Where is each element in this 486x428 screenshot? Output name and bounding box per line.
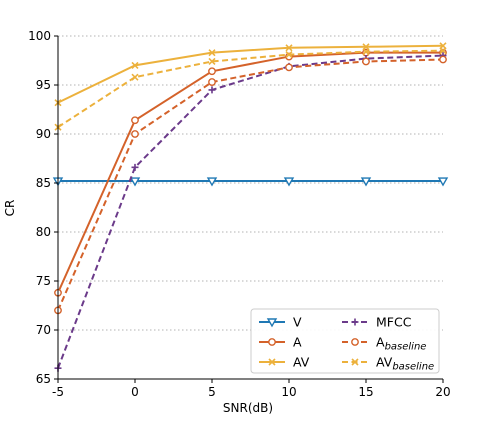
series-point-2 bbox=[131, 61, 139, 69]
y-tick-label: 95 bbox=[36, 78, 51, 92]
legend-label: MFCC bbox=[376, 315, 412, 330]
legend-label: A bbox=[293, 335, 302, 350]
series-point-4 bbox=[208, 78, 216, 86]
series-line-5 bbox=[57, 49, 444, 128]
series-point-2 bbox=[208, 49, 216, 57]
x-tick-label: 15 bbox=[358, 385, 373, 399]
series-point-3 bbox=[131, 163, 139, 171]
series-point-5 bbox=[285, 51, 293, 59]
series-line-2 bbox=[57, 44, 444, 104]
series-point-4 bbox=[131, 130, 139, 138]
legend-marker bbox=[351, 318, 359, 326]
series-point-4 bbox=[362, 57, 370, 66]
series-point-0 bbox=[283, 177, 295, 187]
series-point-2 bbox=[285, 44, 293, 52]
legend-label: Abaseline bbox=[376, 335, 426, 353]
series-point-5 bbox=[208, 57, 216, 66]
legend-label: AV bbox=[293, 355, 310, 370]
series-line-1 bbox=[57, 51, 443, 294]
y-tick-label: 80 bbox=[36, 225, 51, 239]
series-point-3 bbox=[208, 86, 216, 94]
series-point-5 bbox=[439, 47, 447, 55]
y-tick-label: 70 bbox=[36, 323, 51, 337]
y-tick-label: 65 bbox=[36, 372, 51, 386]
series-point-0 bbox=[437, 177, 449, 187]
series-point-4 bbox=[439, 55, 447, 64]
x-axis-label: SNR(dB) bbox=[223, 401, 273, 415]
y-tick-label: 85 bbox=[36, 176, 51, 190]
x-tick-label: 5 bbox=[208, 385, 216, 399]
legend-label: V bbox=[293, 315, 302, 330]
y-tick-label: 90 bbox=[36, 127, 51, 141]
legend-marker bbox=[268, 338, 276, 346]
legend: VA AV MFCC Abaseline AVbaseline bbox=[250, 308, 440, 374]
series-line-3 bbox=[57, 54, 444, 369]
series-lines bbox=[52, 42, 449, 372]
legend-marker bbox=[351, 338, 359, 346]
y-tick-label: 75 bbox=[36, 274, 51, 288]
y-tick-label: 100 bbox=[28, 29, 51, 43]
x-tick-label: 10 bbox=[281, 385, 296, 399]
x-tick-label: 20 bbox=[435, 385, 450, 399]
series-point-1 bbox=[131, 116, 139, 125]
x-tick-label: -5 bbox=[52, 385, 64, 399]
axes: SNR(dB) CR 65 70 75 80 85 90 95 100 -5 0 5 10 15 20 bbox=[3, 29, 451, 415]
series-point-0 bbox=[129, 177, 141, 187]
series-line-4 bbox=[57, 58, 444, 311]
series-point-5 bbox=[362, 48, 370, 56]
legend-label: AVbaseline bbox=[376, 355, 434, 373]
legend-marker bbox=[268, 358, 276, 366]
legend-marker bbox=[351, 358, 359, 366]
y-axis-label: CR bbox=[3, 200, 17, 217]
series-point-0 bbox=[360, 177, 372, 187]
series-point-1 bbox=[208, 67, 216, 76]
legend-marker bbox=[266, 318, 278, 328]
x-tick-label: 0 bbox=[131, 385, 139, 399]
series-point-0 bbox=[206, 177, 218, 187]
series-point-4 bbox=[285, 63, 293, 72]
series-point-5 bbox=[131, 73, 139, 81]
